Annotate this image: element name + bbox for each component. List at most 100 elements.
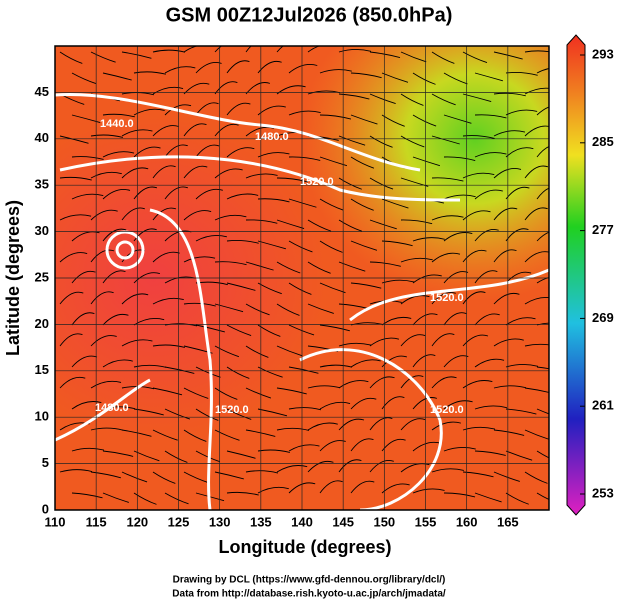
streamline [431,292,456,305]
streamline [276,177,309,183]
streamline [133,146,161,158]
streamline [431,421,462,431]
streamline [307,385,341,389]
streamline [214,214,247,221]
streamline [462,471,494,478]
streamline [133,318,165,326]
streamline [431,468,464,473]
streamline [505,450,533,461]
x-tick-label: 155 [415,514,437,529]
streamline [226,450,256,459]
streamline [474,228,499,242]
streamline [381,396,405,410]
streamline [121,471,148,483]
streamline [152,471,176,484]
streamline [400,93,424,106]
streamline [214,345,240,358]
colorbar-tick-label: 277 [592,222,614,237]
streamline [443,355,469,368]
streamline [338,380,369,389]
streamline [369,135,393,148]
streamline [102,313,129,326]
streamline [462,135,495,139]
streamline [474,270,498,284]
streamline [462,249,487,263]
streamline [350,480,375,494]
streamline [431,177,464,182]
streamline [431,135,460,145]
streamline [121,167,149,179]
y-tick-label: 15 [35,362,49,377]
streamline [226,193,259,200]
streamline [493,207,518,221]
streamline [121,51,152,59]
streamline [133,108,165,116]
streamline [536,276,549,284]
streamline [443,156,476,161]
streamline [183,302,216,307]
streamline [307,46,321,53]
streamline [183,210,212,221]
streamline [443,400,473,410]
streamline [71,355,98,368]
streamline [59,291,84,305]
streamline [536,106,549,116]
streamline [431,376,457,389]
streamline [412,397,438,410]
streamline [90,471,121,479]
streamline [369,417,393,431]
streamline [133,272,161,284]
streamline [183,123,207,137]
streamline [276,46,284,53]
x-tick-label: 115 [86,514,107,529]
streamline [443,114,472,124]
streamline [431,51,455,64]
streamline [474,72,503,82]
streamline [102,228,127,242]
contour-label: 1520.0 [300,176,334,188]
y-tick-label: 30 [35,223,49,238]
colorbar-tick-label: 293 [592,46,614,61]
streamline [59,376,86,389]
streamline [71,193,104,200]
streamline [350,359,381,368]
streamline [71,156,104,160]
contour-label: 1520.0 [430,292,464,304]
streamline [307,219,332,232]
streamline [245,219,278,224]
streamline [59,252,88,263]
streamline [369,460,394,473]
y-tick-label: 0 [42,501,49,516]
streamline [288,64,318,74]
streamline [288,407,322,411]
streamline [214,168,243,179]
streamline [195,188,223,200]
field [55,46,549,510]
streamline [59,176,92,181]
streamline [536,366,549,370]
streamline [319,156,348,167]
streamline [152,344,185,348]
y-axis-label: Latitude (degrees) [3,200,23,356]
x-tick-label: 125 [168,514,190,529]
x-tick-label: 160 [456,514,478,529]
streamline [400,418,426,431]
streamline [493,338,524,347]
x-tick-label: 165 [497,514,519,529]
streamline [338,49,372,53]
y-tick-label: 25 [35,269,49,284]
streamline [536,68,549,74]
streamline [71,492,103,499]
streamline [412,488,445,494]
streamline [462,172,495,179]
streamline [102,72,132,81]
streamline [350,72,382,79]
streamline [257,105,286,116]
streamline [288,110,321,116]
streamline [102,359,133,368]
streamline [400,51,427,63]
streamline [524,429,549,440]
streamline [307,261,331,274]
streamline [152,297,184,305]
